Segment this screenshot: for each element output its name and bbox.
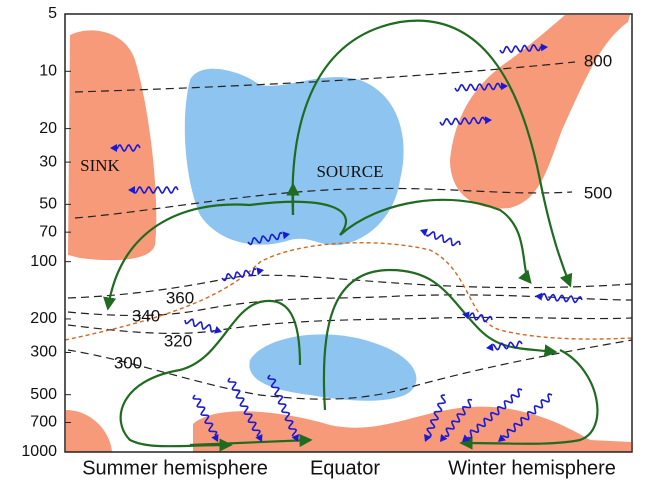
sink-label: SINK — [80, 156, 120, 175]
contour-label: 360 — [166, 288, 194, 307]
contour-label: 300 — [114, 353, 142, 372]
wave-arrow-head — [256, 267, 264, 275]
y-tick-label: 5 — [48, 5, 57, 22]
y-tick-label: 50 — [39, 196, 57, 213]
wave-arrow-head — [535, 293, 542, 301]
y-tick-label: 20 — [39, 120, 57, 137]
y-tick-label: 10 — [39, 63, 57, 80]
y-tick-label: 1000 — [21, 443, 57, 460]
contour-label: 500 — [584, 183, 612, 202]
y-tick-label: 30 — [39, 153, 57, 170]
y-tick-label: 70 — [39, 223, 57, 240]
y-tick-label: 500 — [30, 386, 57, 403]
source-label: SOURCE — [316, 162, 383, 181]
x-label: Winter hemisphere — [448, 457, 616, 479]
x-label: Summer hemisphere — [82, 457, 268, 479]
wave-arrow-head — [214, 326, 222, 334]
contour-label: 320 — [164, 331, 192, 350]
y-tick-label: 200 — [30, 310, 57, 327]
diagram: SINK SOURCE 800 500 360 340 320 300 Summ… — [0, 0, 645, 483]
y-tick-label: 100 — [30, 253, 57, 270]
wave-arrow-head — [486, 343, 493, 351]
wave-arrow — [185, 319, 214, 332]
contour-label: 800 — [584, 51, 612, 70]
contour-label: 340 — [132, 306, 160, 325]
x-label: Equator — [310, 457, 380, 479]
y-tick-label: 300 — [30, 344, 57, 361]
wave-arrow — [427, 232, 460, 245]
y-tick-label: 700 — [30, 414, 57, 431]
